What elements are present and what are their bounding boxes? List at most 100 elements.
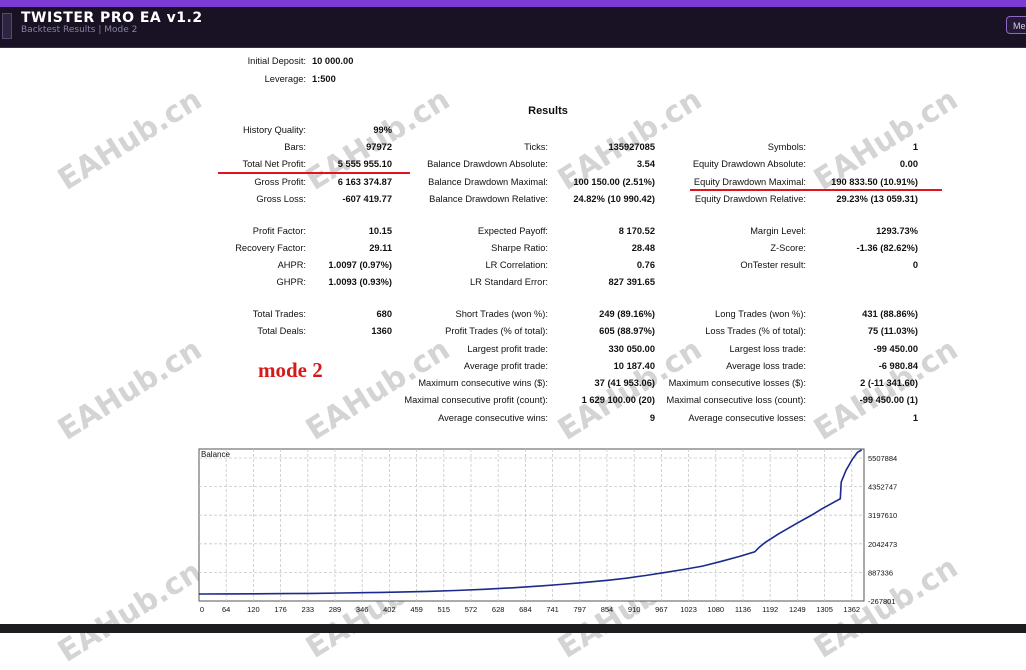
x-tick-label: 0 [200,605,204,614]
y-tick-label: 5507884 [868,454,897,463]
y-tick-label: -267801 [868,597,896,606]
profit-trades-value: 605 (88.97%) [599,326,655,336]
total-net-profit-value: 5 555 955.10 [337,159,392,169]
average-profit-trade-value: 10 187.40 [613,361,655,371]
plot-frame [198,448,865,602]
lr-standard-error-value: 827 391.65 [608,277,655,287]
maximal-consecutive-profit-label: Maximal consecutive profit (count): [404,395,548,405]
x-tick-label: 289 [329,605,342,614]
taskbar-strip [0,624,1026,633]
x-tick-label: 572 [465,605,478,614]
watermark: EAHub.cn [52,82,209,198]
max-consecutive-wins-label: Maximum consecutive wins ($): [418,378,548,388]
x-tick-label: 459 [410,605,423,614]
max-consecutive-wins-value: 37 (41 953.06) [594,378,655,388]
balance-drawdown-maximal-label: Balance Drawdown Maximal: [428,177,548,187]
y-tick-label: 4352747 [868,483,897,492]
balance-drawdown-absolute-label: Balance Drawdown Absolute: [427,159,548,169]
history-quality-label: History Quality: [242,125,306,135]
bars-label: Bars: [284,142,306,152]
x-tick-label: 1305 [816,605,833,614]
x-tick-label: 1249 [789,605,806,614]
profit-factor-value: 10.15 [368,226,392,236]
total-deals-value: 1360 [371,326,392,336]
x-tick-label: 1080 [707,605,724,614]
margin-level-value: 1293.73% [876,226,918,236]
x-tick-label: 64 [222,605,230,614]
largest-loss-trade-value: -99 450.00 [873,344,918,354]
lr-correlation-label: LR Correlation: [485,260,548,270]
equity-drawdown-maximal-label: Equity Drawdown Maximal: [693,177,806,187]
app-subtitle: Backtest Results | Mode 2 [21,25,138,35]
expected-payoff-label: Expected Payoff: [477,226,548,236]
balance-drawdown-maximal-value: 100 150.00 (2.51%) [573,177,655,187]
sharpe-ratio-label: Sharpe Ratio: [491,243,548,253]
leverage-value: 1:500 [312,74,336,84]
initial-deposit-label: Initial Deposit: [247,56,306,66]
accent-strip [0,0,1026,7]
long-trades-value: 431 (88.86%) [862,309,918,319]
max-consecutive-losses-label: Maximum consecutive losses ($): [668,378,806,388]
gross-loss-value: -607 419.77 [342,194,392,204]
equity-drawdown-absolute-value: 0.00 [899,159,918,169]
balance-drawdown-relative-value: 24.82% (10 990.42) [573,194,655,204]
highlight-underline [690,189,942,191]
recovery-factor-label: Recovery Factor: [235,243,306,253]
lr-standard-error-label: LR Standard Error: [469,277,548,287]
mode-annotation: mode 2 [258,358,323,382]
balance-drawdown-relative-label: Balance Drawdown Relative: [429,194,548,204]
x-tick-label: 910 [628,605,641,614]
watermark: EAHub.cn [52,332,209,448]
profit-factor-label: Profit Factor: [252,226,306,236]
maximal-consecutive-profit-value: 1 629 100.00 (20) [581,395,655,405]
gross-loss-label: Gross Loss: [256,194,306,204]
total-deals-label: Total Deals: [257,326,306,336]
ahpr-value: 1.0097 (0.97%) [328,260,392,270]
equity-drawdown-relative-label: Equity Drawdown Relative: [694,194,806,204]
short-trades-label: Short Trades (won %): [455,309,549,319]
average-consecutive-wins-value: 9 [649,413,655,423]
bars-value: 97972 [366,142,392,152]
x-tick-label: 1362 [843,605,860,614]
loss-trades-label: Loss Trades (% of total): [705,326,806,336]
x-tick-label: 1136 [735,605,751,614]
symbols-label: Symbols: [767,142,806,152]
total-net-profit-label: Total Net Profit: [242,159,306,169]
margin-level-label: Margin Level: [750,226,806,236]
average-profit-trade-label: Average profit trade: [463,361,548,371]
initial-deposit-value: 10 000.00 [312,56,354,66]
x-tick-label: 854 [601,605,614,614]
largest-profit-trade-value: 330 050.00 [608,344,655,354]
lr-correlation-value: 0.76 [636,260,655,270]
x-tick-label: 1023 [680,605,697,614]
y-tick-label: 3197610 [868,511,897,520]
total-trades-label: Total Trades: [252,309,306,319]
balance-drawdown-absolute-value: 3.54 [636,159,655,169]
x-tick-label: 402 [383,605,396,614]
x-tick-label: 233 [302,605,315,614]
z-score-value: -1.36 (82.62%) [856,243,919,253]
app-title: TWISTER PRO EA v1.2 [21,10,203,26]
profit-trades-label: Profit Trades (% of total): [445,326,548,336]
chart-title: Balance [201,450,230,459]
equity-drawdown-relative-value: 29.23% (13 059.31) [836,194,918,204]
recovery-factor-value: 29.11 [369,243,392,253]
gross-profit-value: 6 163 374.87 [337,177,392,187]
history-quality-value: 99% [373,125,392,135]
x-tick-label: 120 [247,605,260,614]
maximal-consecutive-loss-value: -99 450.00 (1) [859,395,918,405]
average-consecutive-losses-label: Average consecutive losses: [688,413,806,423]
y-tick-label: 2042473 [868,540,897,549]
menu-button[interactable]: Me [1006,16,1026,34]
y-tick-label: 887336 [868,568,893,577]
expected-payoff-value: 8 170.52 [618,226,655,236]
total-trades-value: 680 [376,309,392,319]
average-consecutive-losses-value: 1 [912,413,918,423]
results-title: Results [528,105,568,117]
app-logo-icon [2,13,12,39]
x-tick-label: 741 [546,605,559,614]
leverage-label: Leverage: [264,74,306,84]
x-tick-label: 628 [492,605,505,614]
loss-trades-value: 75 (11.03%) [867,326,918,336]
ontester-result-label: OnTester result: [740,260,806,270]
